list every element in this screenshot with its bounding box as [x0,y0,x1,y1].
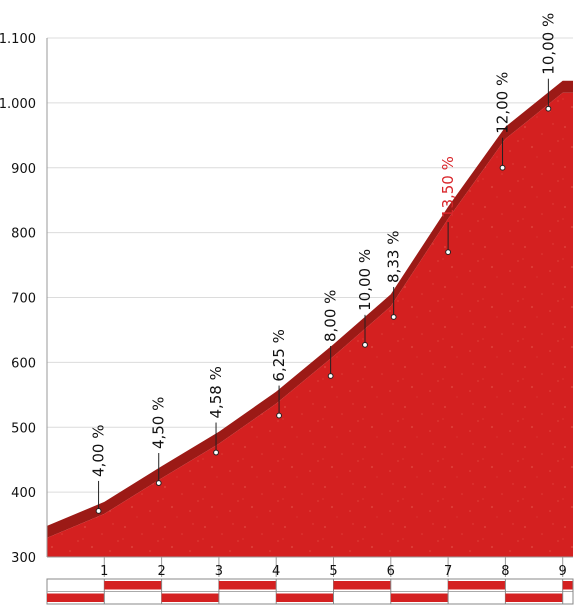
km-bar-segment [104,581,162,590]
gradient-marker: 6,25 % [270,329,288,419]
x-tick-label: 3 [215,564,223,579]
x-tick-label: 7 [444,564,452,579]
gradient-label: 4,50 % [150,397,168,449]
gradient-labels: 4,00 % 4,50 % 4,58 % 6,25 % 8,00 % 10,00 % 8,3… [90,13,557,514]
y-tick-label: 1.000 [0,97,36,112]
y-tick-label: 700 [11,292,36,307]
gradient-point [276,412,282,419]
gradient-label: 10,00 % [356,249,374,311]
gradient-point [95,508,102,514]
gradient-label: 4,00 % [90,425,108,477]
km-bar-segment [47,593,105,602]
km-bar-segment [505,593,563,602]
km-bar-segment [218,581,277,590]
profile-fill [47,92,573,558]
gradient-label: 8,33 % [385,231,403,283]
km-bar-segment [276,593,334,602]
gradient-point [327,373,334,379]
gradient-point [390,314,397,320]
gradient-label: 13,50 % [439,156,457,218]
x-tick-label: 2 [157,564,165,579]
x-tick-label: 6 [387,564,395,579]
y-tick-label: 400 [11,486,36,501]
x-tick-label: 1 [100,564,108,579]
profile-top-band [47,80,573,538]
y-tick-label: 1.100 [0,32,36,47]
gradient-marker: 10,00 % [539,13,557,112]
gradient-point [155,480,162,486]
gradient-label: 4,58 % [207,366,225,418]
y-tick-label: 500 [11,421,36,436]
kilometer-bar [46,578,574,605]
gradient-point [213,449,219,456]
km-bar-segment [448,581,506,590]
gradient-marker: 4,58 % [207,366,225,456]
y-tick-label: 300 [11,551,36,566]
gradient-point [499,164,506,171]
gradient-point [445,249,452,255]
y-tick-label: 600 [11,356,36,371]
x-tick-label: 9 [559,564,567,579]
gradient-label: 8,00 % [322,290,340,342]
gradient-marker: 10,00 % [356,249,374,348]
gradient-point [362,341,368,348]
gradient-label: 6,25 % [270,329,288,381]
gradient-marker: 4,50 % [150,397,168,486]
km-bar-segment [333,581,391,590]
gradient-marker: 8,00 % [322,290,340,379]
y-tick-label: 800 [11,227,36,242]
gradient-label: 10,00 % [539,13,557,75]
y-tick-label: 900 [11,162,36,177]
x-tick-label: 4 [272,564,280,579]
gradient-point [545,105,552,112]
km-bar-segment [161,593,219,602]
gradient-marker: 12,00 % [494,72,512,171]
km-bar-segment [562,581,573,590]
km-bar-segment [390,593,449,602]
axes: 300 400 500 600 700 800 900 1.000 1.100 1 2 3 4 5 6 7 8 9 [0,32,573,579]
gradient-marker: 13,50 % [439,156,457,255]
x-tick-label: 5 [329,564,337,579]
gradient-marker: 4,00 % [90,425,108,514]
profile-area [47,80,573,558]
gradient-label: 12,00 % [494,72,512,134]
x-tick-label: 8 [501,564,509,579]
gradient-marker: 8,33 % [385,231,403,320]
